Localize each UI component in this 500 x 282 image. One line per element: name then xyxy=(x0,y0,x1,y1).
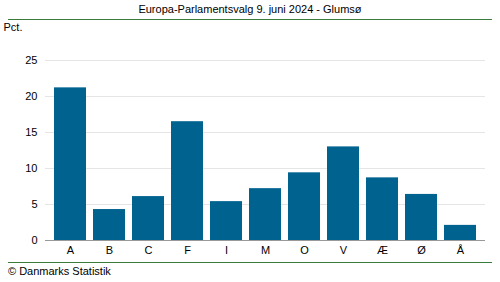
svg-text:15: 15 xyxy=(25,126,37,138)
svg-text:0: 0 xyxy=(31,234,37,246)
svg-text:Å: Å xyxy=(457,244,465,256)
svg-text:5: 5 xyxy=(31,198,37,210)
svg-text:Pct.: Pct. xyxy=(4,21,23,33)
svg-text:Æ: Æ xyxy=(377,244,388,256)
svg-text:25: 25 xyxy=(25,54,37,66)
html-text:© Danmarks Statistik: © Danmarks Statistik xyxy=(8,265,111,277)
svg-text:I: I xyxy=(225,244,228,256)
svg-text:A: A xyxy=(67,244,75,256)
svg-text:Ø: Ø xyxy=(417,244,426,256)
svg-text:20: 20 xyxy=(25,90,37,102)
svg-text:M: M xyxy=(261,244,270,256)
svg-text:10: 10 xyxy=(25,162,37,174)
svg-text:B: B xyxy=(106,244,113,256)
svg-text:F: F xyxy=(184,244,191,256)
svg-text:O: O xyxy=(300,244,309,256)
svg-text:C: C xyxy=(145,244,153,256)
svg-text:V: V xyxy=(340,244,348,256)
html-text:Europa-Parlamentsvalg 9. juni: Europa-Parlamentsvalg 9. juni 2024 - Glu… xyxy=(138,3,362,15)
